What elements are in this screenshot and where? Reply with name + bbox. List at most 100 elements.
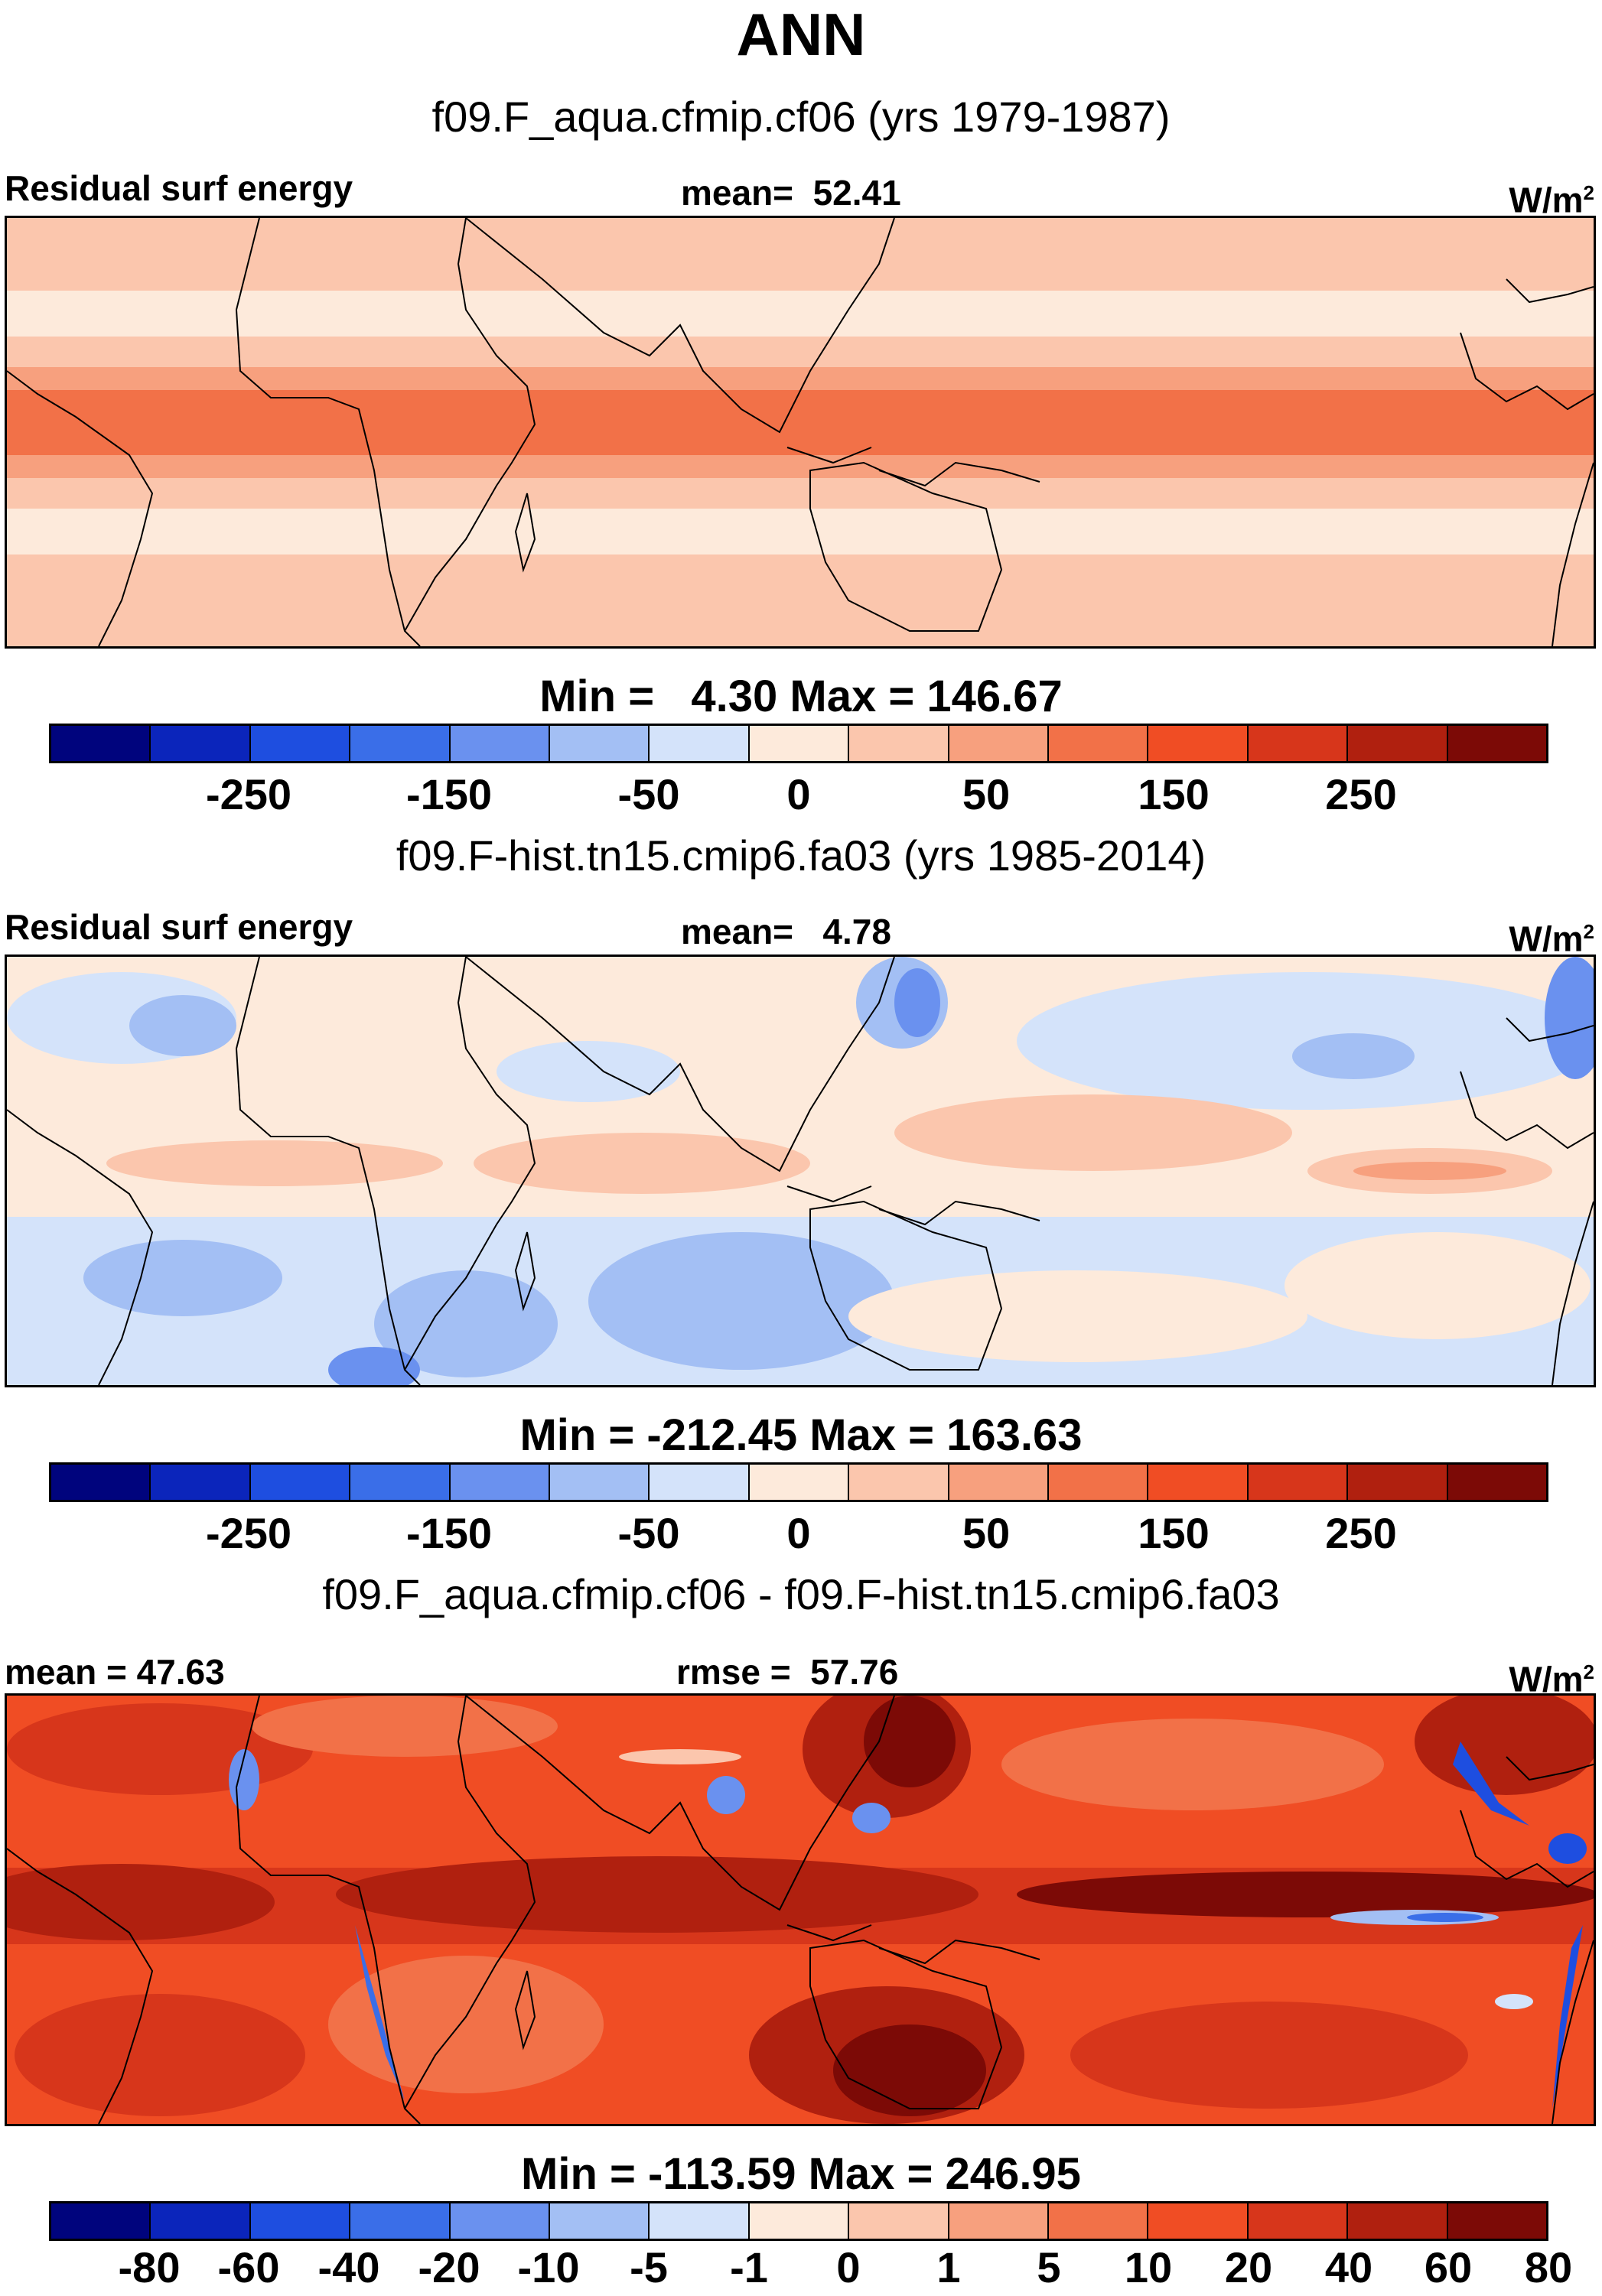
colorbar-swatch bbox=[849, 726, 949, 761]
colorbar-tick-label: 60 bbox=[1424, 2243, 1473, 2291]
panel2-contour-field bbox=[7, 957, 1594, 1385]
colorbar-swatch bbox=[151, 726, 251, 761]
panel2-variable-label: Residual surf energy bbox=[5, 907, 353, 947]
colorbar-swatch bbox=[650, 1465, 750, 1500]
colorbar-swatch bbox=[350, 2203, 451, 2239]
colorbar-swatch bbox=[749, 1465, 850, 1500]
colorbar-tick-label: 0 bbox=[786, 1509, 811, 1557]
colorbar-swatch bbox=[450, 2203, 551, 2239]
colorbar-tick-label: -1 bbox=[730, 2243, 768, 2291]
colorbar-tick-label: 5 bbox=[1037, 2243, 1061, 2291]
colorbar-tick-label: -250 bbox=[205, 1509, 292, 1557]
panel1-case-title: f09.F_aqua.cfmip.cf06 (yrs 1979-1987) bbox=[431, 93, 1171, 141]
colorbar-swatch bbox=[1049, 1465, 1149, 1500]
colorbar-swatch bbox=[949, 1465, 1050, 1500]
colorbar-swatch bbox=[250, 726, 351, 761]
colorbar-tick-label: -60 bbox=[217, 2243, 280, 2291]
colorbar-swatch bbox=[650, 726, 750, 761]
panel3-case-title: f09.F_aqua.cfmip.cf06 - f09.F-hist.tn15.… bbox=[322, 1570, 1280, 1618]
panel2-minmax: Min = -212.45 Max = 163.63 bbox=[519, 1410, 1083, 1460]
colorbar-tick-label: 150 bbox=[1138, 770, 1210, 818]
panel3-minmax: Min = -113.59 Max = 246.95 bbox=[521, 2149, 1081, 2199]
panel1-map bbox=[5, 216, 1596, 649]
panel3-map bbox=[5, 1693, 1596, 2126]
colorbar-tick-label: 1 bbox=[936, 2243, 961, 2291]
colorbar-swatch bbox=[51, 726, 151, 761]
colorbar-swatch bbox=[1248, 2203, 1349, 2239]
colorbar-tick-label: -20 bbox=[418, 2243, 480, 2291]
colorbar-swatch bbox=[1348, 2203, 1448, 2239]
colorbar-swatch bbox=[1248, 1465, 1349, 1500]
colorbar-swatch bbox=[1348, 1465, 1448, 1500]
colorbar-swatch bbox=[51, 1465, 151, 1500]
colorbar-swatch bbox=[1049, 2203, 1149, 2239]
colorbar-swatch bbox=[949, 2203, 1050, 2239]
panel3-colorbar bbox=[49, 2201, 1548, 2241]
colorbar-tick-label: 50 bbox=[962, 770, 1011, 818]
panel1-colorbar-labels: -250 -150 -50 0 50 150 250 bbox=[49, 769, 1548, 823]
panel3-units-label: W/m2 bbox=[1509, 1659, 1594, 1699]
panel1-coastlines bbox=[7, 218, 1594, 646]
colorbar-swatch bbox=[350, 1465, 451, 1500]
colorbar-swatch bbox=[1447, 1465, 1547, 1500]
panel2-coastlines bbox=[7, 957, 1594, 1385]
panel1-variable-label: Residual surf energy bbox=[5, 168, 353, 208]
panel2-case-title: f09.F-hist.tn15.cmip6.fa03 (yrs 1985-201… bbox=[396, 831, 1206, 880]
colorbar-swatch bbox=[1049, 726, 1149, 761]
figure-title: ANN bbox=[736, 1, 866, 68]
colorbar-tick-label: 150 bbox=[1138, 1509, 1210, 1557]
colorbar-swatch bbox=[350, 726, 451, 761]
colorbar-swatch bbox=[1148, 726, 1249, 761]
panel1-mean-label: mean= 52.41 bbox=[681, 173, 901, 213]
colorbar-tick-label: -40 bbox=[317, 2243, 380, 2291]
colorbar-tick-label: -80 bbox=[118, 2243, 181, 2291]
colorbar-swatch bbox=[749, 2203, 850, 2239]
colorbar-tick-label: 250 bbox=[1325, 770, 1397, 818]
colorbar-swatch bbox=[250, 1465, 351, 1500]
panel2-colorbar bbox=[49, 1462, 1548, 1502]
colorbar-swatch bbox=[1248, 726, 1349, 761]
colorbar-swatch bbox=[749, 726, 850, 761]
colorbar-swatch bbox=[849, 1465, 949, 1500]
colorbar-tick-label: 250 bbox=[1325, 1509, 1397, 1557]
colorbar-swatch bbox=[949, 726, 1050, 761]
colorbar-tick-label: -50 bbox=[617, 770, 680, 818]
panel1-units-label: W/m2 bbox=[1509, 180, 1594, 220]
panel2-mean-label: mean= 4.78 bbox=[681, 912, 891, 951]
colorbar-tick-label: -5 bbox=[630, 2243, 668, 2291]
colorbar-tick-label: 50 bbox=[962, 1509, 1011, 1557]
colorbar-swatch bbox=[650, 2203, 750, 2239]
colorbar-swatch bbox=[550, 2203, 650, 2239]
colorbar-tick-label: 20 bbox=[1224, 2243, 1273, 2291]
panel3-colorbar-labels: -80 -60 -40 -20 -10 -5 -1 0 1 5 10 20 40… bbox=[49, 2242, 1573, 2296]
panel3-rmse-label: rmse = 57.76 bbox=[676, 1652, 899, 1692]
panel1-contour-field bbox=[7, 218, 1594, 646]
panel1-minmax: Min = 4.30 Max = 146.67 bbox=[539, 672, 1063, 721]
colorbar-swatch bbox=[51, 2203, 151, 2239]
colorbar-tick-label: 10 bbox=[1124, 2243, 1173, 2291]
colorbar-tick-label: -250 bbox=[205, 770, 292, 818]
colorbar-tick-label: -150 bbox=[405, 1509, 493, 1557]
colorbar-swatch bbox=[151, 2203, 251, 2239]
panel2-map bbox=[5, 954, 1596, 1387]
colorbar-tick-label: 40 bbox=[1324, 2243, 1373, 2291]
colorbar-swatch bbox=[450, 1465, 551, 1500]
panel2-units-label: W/m2 bbox=[1509, 919, 1594, 959]
colorbar-swatch bbox=[550, 1465, 650, 1500]
panel3-coastlines bbox=[7, 1696, 1594, 2124]
colorbar-swatch bbox=[450, 726, 551, 761]
panel2-colorbar-labels: -250 -150 -50 0 50 150 250 bbox=[49, 1508, 1548, 1562]
colorbar-tick-label: -10 bbox=[517, 2243, 580, 2291]
colorbar-tick-label: -50 bbox=[617, 1509, 680, 1557]
panel3-mean-label: mean = 47.63 bbox=[5, 1652, 225, 1692]
colorbar-tick-label: 0 bbox=[786, 770, 811, 818]
colorbar-swatch bbox=[1447, 726, 1547, 761]
panel3-contour-field bbox=[7, 1696, 1594, 2124]
colorbar-swatch bbox=[1148, 1465, 1249, 1500]
colorbar-swatch bbox=[1348, 726, 1448, 761]
colorbar-swatch bbox=[550, 726, 650, 761]
colorbar-swatch bbox=[1447, 2203, 1547, 2239]
colorbar-swatch bbox=[250, 2203, 351, 2239]
panel1-colorbar bbox=[49, 724, 1548, 763]
colorbar-tick-label: -150 bbox=[405, 770, 493, 818]
